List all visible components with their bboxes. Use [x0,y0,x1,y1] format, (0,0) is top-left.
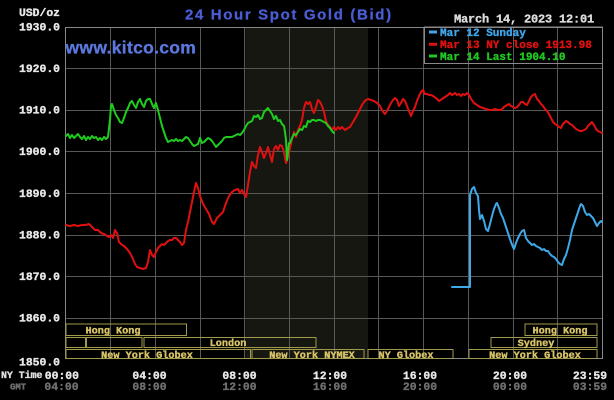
svg-text:1870.0: 1870.0 [19,272,60,284]
svg-text:New York NYMEX: New York NYMEX [269,350,355,362]
svg-text:1900.0: 1900.0 [19,147,60,159]
svg-text:1930.0: 1930.0 [19,23,60,35]
svg-text:16:00: 16:00 [313,382,347,394]
svg-text:12:00: 12:00 [222,382,256,394]
svg-text:08:00: 08:00 [132,382,166,394]
svg-text:00:00: 00:00 [493,382,527,394]
svg-text:Hong Kong: Hong Kong [532,327,587,338]
svg-text:www.kitco.com: www.kitco.com [65,38,197,58]
svg-text:1850.0: 1850.0 [19,358,60,370]
svg-text:03:59: 03:59 [573,382,607,394]
svg-text:1880.0: 1880.0 [19,230,60,242]
svg-text:New York Globex: New York Globex [101,350,193,362]
svg-text:GMT: GMT [10,383,27,393]
svg-text:Sydney: Sydney [518,338,555,350]
svg-text:20:00: 20:00 [403,382,437,394]
svg-text:08:00: 08:00 [222,371,256,383]
svg-text:London: London [210,338,247,350]
svg-text:1860.0: 1860.0 [19,314,60,326]
svg-text:March 14, 2023 12:01: March 14, 2023 12:01 [454,13,594,27]
svg-text:1910.0: 1910.0 [19,106,60,118]
svg-text:04:00: 04:00 [44,382,78,394]
svg-text:24 Hour Spot Gold (Bid): 24 Hour Spot Gold (Bid) [185,7,393,24]
svg-text:12:00: 12:00 [313,371,347,383]
svg-text:23:59: 23:59 [573,371,607,383]
svg-text:New York Globex: New York Globex [489,350,581,362]
svg-text:04:00: 04:00 [132,371,166,383]
svg-text:20:00: 20:00 [493,371,527,383]
svg-text:Hong Kong: Hong Kong [85,327,140,338]
svg-text:1890.0: 1890.0 [19,189,60,201]
svg-text:Mar 14 Last 1904.10: Mar 14 Last 1904.10 [440,52,565,64]
svg-text:1920.0: 1920.0 [19,64,60,76]
svg-text:NY Time: NY Time [1,370,43,381]
svg-text:Mar 13 NY close 1913.98: Mar 13 NY close 1913.98 [440,40,592,52]
svg-text:USD/oz: USD/oz [19,8,60,20]
svg-text:16:00: 16:00 [403,371,437,383]
svg-text:00:00: 00:00 [45,371,79,383]
svg-text:NY Globex: NY Globex [378,350,433,362]
svg-text:Mar 12 Sunday: Mar 12 Sunday [440,28,526,40]
